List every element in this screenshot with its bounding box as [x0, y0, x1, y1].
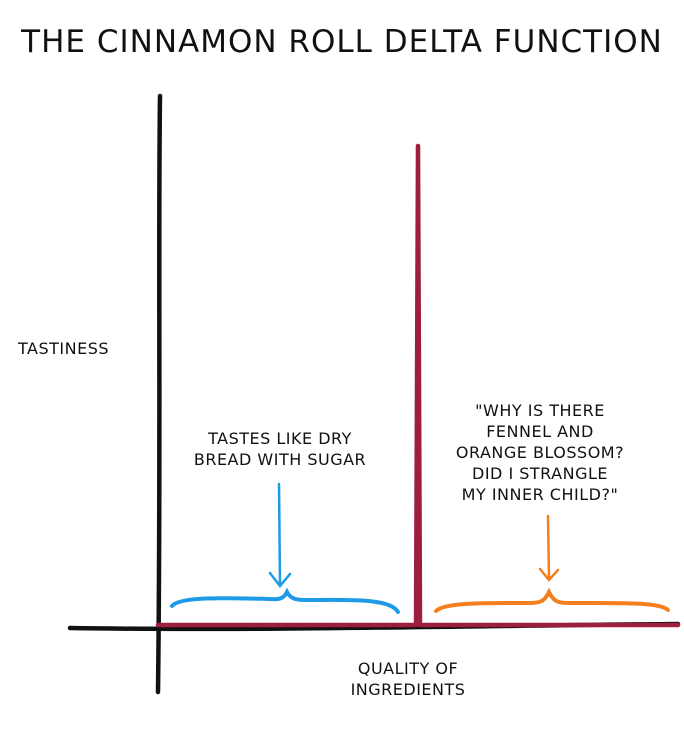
annotation-left: TASTES LIKE DRY BREAD WITH SUGAR — [193, 429, 367, 469]
y-axis — [155, 93, 163, 695]
y-axis-label: TASTINESS — [18, 339, 110, 358]
right-brace — [434, 587, 670, 613]
left-arrow — [268, 482, 292, 588]
chart-title: THE CINNAMON ROLL DELTA FUNCTION — [21, 24, 663, 60]
annotation-right: "WHY IS THERE FENNEL AND ORANGE BLOSSOM?… — [455, 401, 625, 504]
left-brace — [170, 587, 400, 614]
series-line-0 — [155, 143, 681, 628]
right-arrow — [538, 514, 560, 582]
x-axis-label: QUALITY OF INGREDIENTS — [350, 659, 466, 699]
